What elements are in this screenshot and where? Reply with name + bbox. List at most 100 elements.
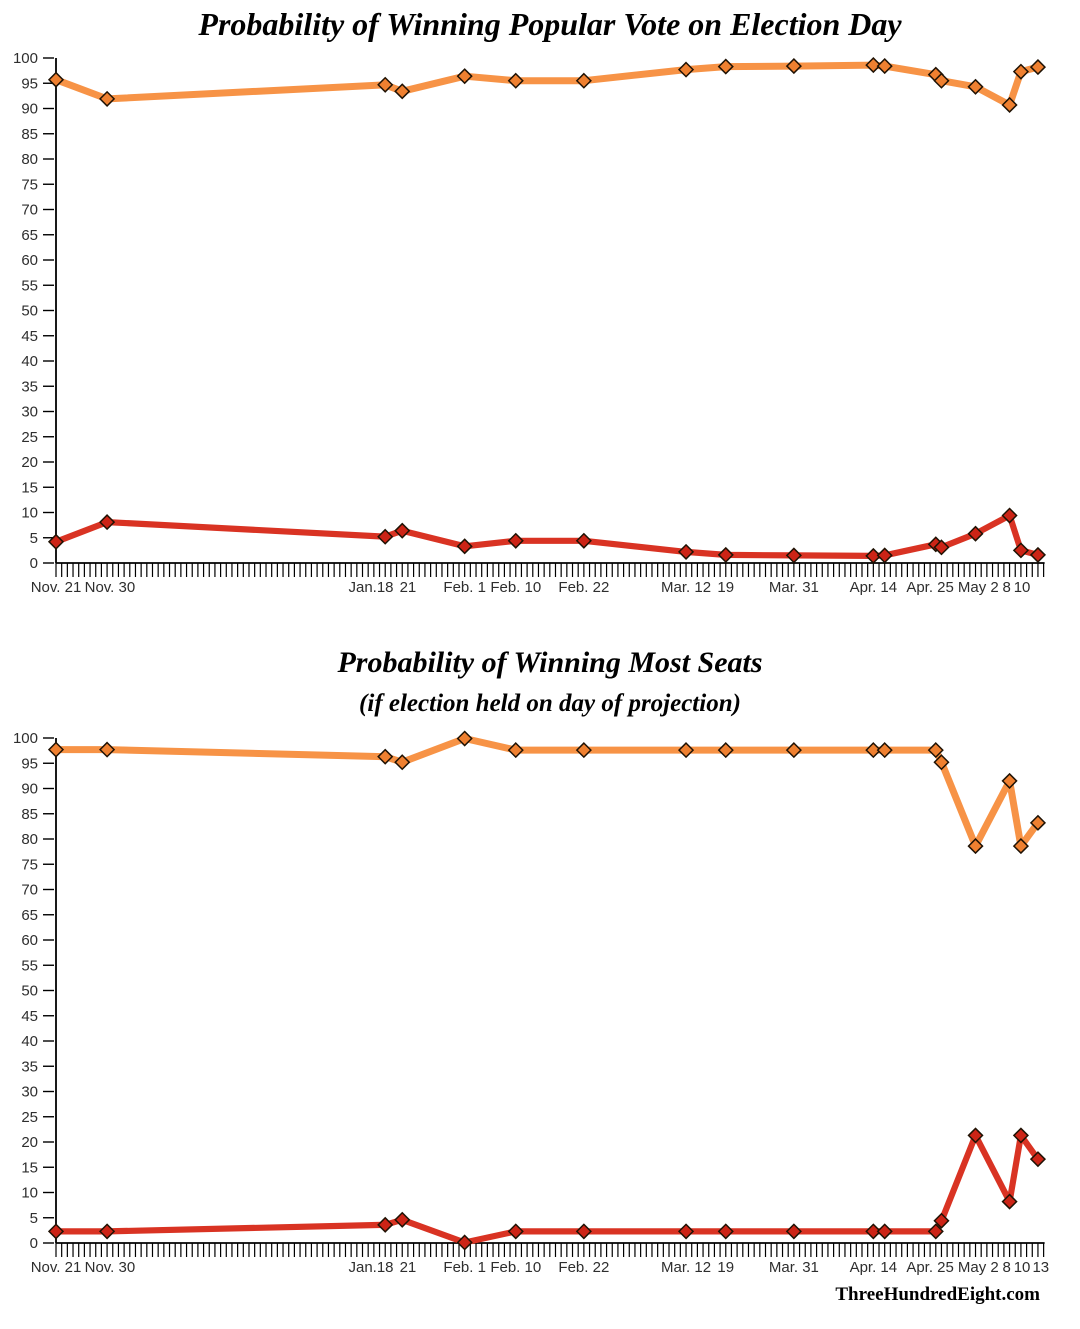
y-tick-label: 95: [21, 75, 38, 92]
x-tick-label: Jan.18: [348, 1259, 393, 1276]
y-tick-label: 15: [21, 1159, 38, 1176]
leading-party-point: [1001, 772, 1018, 789]
trailing-party-point: [1012, 1127, 1029, 1144]
x-tick-label: 19: [717, 579, 734, 596]
y-tick-label: 80: [21, 151, 38, 168]
y-tick-label: 10: [21, 505, 38, 522]
y-tick-label: 5: [30, 530, 38, 547]
trailing-party-point: [876, 1223, 893, 1240]
y-tick-label: 70: [21, 882, 38, 899]
leading-party-point: [99, 90, 116, 107]
leading-party-point: [967, 838, 984, 855]
most-seats-chart-subtitle: (if election held on day of projection): [359, 690, 741, 717]
x-tick-label: Apr. 14: [850, 579, 898, 596]
leading-party-point: [1012, 838, 1029, 855]
leading-party-point: [933, 754, 950, 771]
leading-party-point: [785, 742, 802, 759]
trailing-party-point: [677, 1223, 695, 1240]
y-tick-label: 5: [30, 1210, 38, 1227]
trailing-party-point: [377, 528, 394, 545]
site-credit: ThreeHundredEight.com: [835, 1284, 1040, 1305]
y-tick-label: 90: [21, 781, 38, 798]
y-tick-label: 75: [21, 856, 38, 873]
y-tick-label: 0: [30, 1235, 38, 1252]
x-tick-label: Mar. 31: [769, 1259, 819, 1276]
trailing-party-point: [456, 538, 473, 555]
trailing-party-point: [785, 1223, 802, 1240]
leading-party-point: [99, 741, 116, 758]
leading-party-point: [967, 78, 984, 95]
leading-party-point: [865, 742, 882, 759]
leading-party-point: [876, 58, 893, 75]
leading-party-point: [456, 68, 473, 85]
x-tick-label: Jan.18: [348, 579, 393, 596]
y-tick-label: 45: [21, 328, 38, 345]
trailing-party-point: [394, 1211, 411, 1228]
leading-party-point: [47, 71, 65, 88]
y-tick-label: 25: [21, 429, 38, 446]
trailing-party-point: [927, 1223, 944, 1240]
trailing-party-point: [575, 1223, 592, 1240]
y-tick-label: 50: [21, 983, 38, 1000]
leading-party-point: [456, 730, 473, 747]
x-tick-label: Mar. 31: [769, 579, 819, 596]
trailing-party-point: [933, 1212, 950, 1229]
x-tick-label: Apr. 14: [850, 1259, 898, 1276]
trailing-party-line: [52, 512, 1042, 560]
x-tick-label: Feb. 1: [443, 579, 486, 596]
trailing-party-point: [1029, 546, 1047, 563]
x-tick-label: Apr. 25: [906, 579, 954, 596]
x-tick-label: Feb. 1: [443, 1259, 486, 1276]
trailing-party-point: [47, 533, 65, 550]
y-tick-label: 10: [21, 1185, 38, 1202]
x-tick-label: Feb. 10: [490, 579, 541, 596]
x-tick-label: Nov. 21: [31, 579, 82, 596]
most-seats-chart-title: Probability of Winning Most Seats: [337, 646, 763, 679]
y-tick-label: 85: [21, 806, 38, 823]
leading-party-point: [876, 742, 893, 759]
y-tick-label: 95: [21, 755, 38, 772]
leading-party-line: [52, 735, 1042, 850]
trailing-party-point: [99, 1223, 116, 1240]
x-tick-label: Feb. 10: [490, 1259, 541, 1276]
y-tick-label: 55: [21, 277, 38, 294]
x-tick-label: Mar. 12: [661, 579, 711, 596]
trailing-party-point: [394, 522, 411, 539]
trailing-party-point: [967, 525, 984, 542]
y-tick-label: 0: [30, 555, 38, 572]
trailing-party-point: [967, 1127, 984, 1144]
y-tick-label: 80: [21, 831, 38, 848]
leading-party-point: [507, 742, 524, 759]
x-tick-label: Nov. 30: [85, 579, 136, 596]
x-tick-label: 21: [400, 1259, 417, 1276]
leading-party-point: [377, 76, 394, 93]
trailing-party-point: [575, 532, 592, 549]
x-tick-label: Nov. 21: [31, 1259, 82, 1276]
y-tick-label: 65: [21, 227, 38, 244]
most-seats-plot: 0 5 10 15 20 25 30 35 40 45 50 55 60 65 70 75 80 85 90 95 10…: [13, 730, 1049, 1276]
y-tick-label: 85: [21, 126, 38, 143]
leading-party-line: [52, 61, 1042, 109]
x-tick-label: 8: [1003, 1259, 1011, 1276]
y-tick-label: 15: [21, 479, 38, 496]
y-tick-label: 30: [21, 1084, 38, 1101]
x-tick-label: Mar. 12: [661, 1259, 711, 1276]
y-tick-label: 25: [21, 1109, 38, 1126]
trailing-party-point: [865, 1223, 882, 1240]
x-tick-label: 21: [400, 579, 417, 596]
y-tick-label: 50: [21, 303, 38, 320]
y-tick-label: 40: [21, 1033, 38, 1050]
y-tick-label: 65: [21, 907, 38, 924]
y-tick-label: 20: [21, 454, 38, 471]
y-tick-label: 60: [21, 932, 38, 949]
trailing-party-point: [933, 539, 950, 556]
y-tick-label: 30: [21, 404, 38, 421]
x-tick-label: May 2: [958, 579, 999, 596]
y-tick-label: 45: [21, 1008, 38, 1025]
leading-party-point: [507, 72, 524, 89]
trailing-party-line: [52, 1132, 1042, 1246]
x-tick-label: 19: [717, 1259, 734, 1276]
x-tick-label: Feb. 22: [558, 579, 609, 596]
leading-party-point: [377, 748, 394, 765]
